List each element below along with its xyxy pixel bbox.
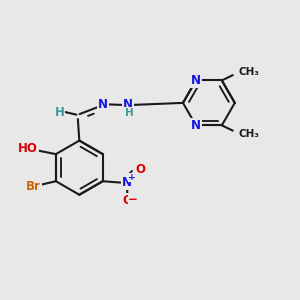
Text: Br: Br — [26, 180, 41, 193]
Text: +: + — [128, 173, 136, 182]
Text: H: H — [55, 106, 64, 118]
Text: O: O — [135, 163, 145, 176]
Text: −: − — [128, 193, 138, 206]
Text: N: N — [123, 98, 133, 111]
Text: N: N — [191, 74, 201, 87]
Text: CH₃: CH₃ — [238, 67, 259, 77]
Text: O: O — [122, 194, 133, 207]
Text: H: H — [125, 108, 134, 118]
Text: HO: HO — [18, 142, 38, 155]
Text: N: N — [98, 98, 108, 111]
Text: CH₃: CH₃ — [238, 129, 259, 139]
Text: N: N — [191, 119, 201, 132]
Text: N: N — [122, 176, 132, 189]
